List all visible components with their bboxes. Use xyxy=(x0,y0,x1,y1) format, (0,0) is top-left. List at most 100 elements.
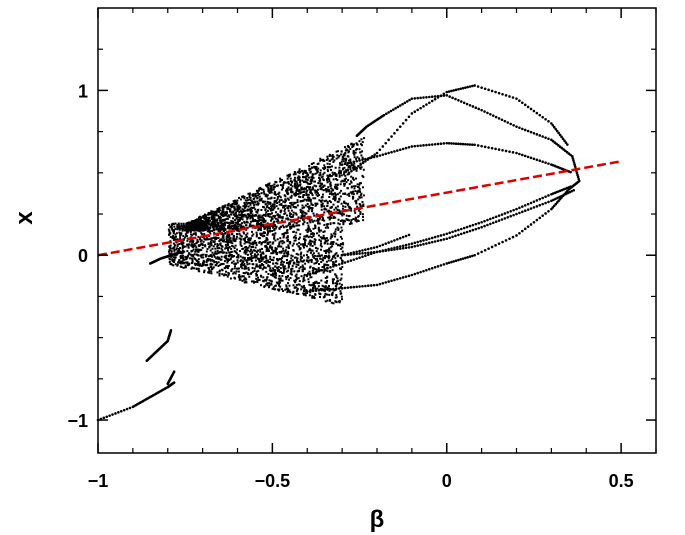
orbit-point xyxy=(361,284,364,288)
orbit-point xyxy=(465,225,469,229)
attractor-point xyxy=(265,262,268,265)
attractor-point xyxy=(195,246,198,249)
attractor-point xyxy=(359,205,362,208)
attractor-point xyxy=(283,232,286,235)
attractor-point xyxy=(340,170,343,173)
orbit-point xyxy=(387,138,390,142)
attractor-point xyxy=(196,250,199,253)
attractor-point xyxy=(286,192,289,195)
attractor-point xyxy=(325,250,328,253)
attractor-point xyxy=(181,246,184,249)
attractor-point xyxy=(300,275,303,278)
attractor-point xyxy=(187,245,190,248)
attractor-point xyxy=(323,168,326,171)
orbit-point xyxy=(358,285,361,288)
orbit-point xyxy=(504,239,508,242)
orbit-point xyxy=(179,250,183,254)
orbit-point xyxy=(172,381,176,384)
attractor-point xyxy=(195,249,198,252)
attractor-point xyxy=(232,205,235,208)
attractor-point xyxy=(265,246,268,249)
attractor-point xyxy=(185,228,188,231)
attractor-point xyxy=(230,270,233,273)
attractor-point xyxy=(330,175,333,178)
attractor-point xyxy=(246,247,249,250)
attractor-point xyxy=(258,261,261,264)
attractor-point xyxy=(307,193,310,196)
orbit-point xyxy=(476,144,480,147)
attractor-point xyxy=(292,223,295,226)
attractor-point xyxy=(336,226,339,229)
attractor-point xyxy=(259,198,262,201)
attractor-point xyxy=(169,225,172,228)
attractor-point xyxy=(343,200,346,203)
attractor-point xyxy=(288,284,291,287)
attractor-point xyxy=(278,245,281,248)
attractor-point xyxy=(261,258,264,261)
attractor-point xyxy=(324,263,327,266)
attractor-point xyxy=(331,193,334,196)
attractor-point xyxy=(272,286,275,289)
attractor-point xyxy=(339,230,342,233)
attractor-point xyxy=(303,198,306,201)
attractor-point xyxy=(211,226,214,229)
attractor-point xyxy=(318,230,321,233)
attractor-point xyxy=(258,218,261,221)
attractor-point xyxy=(326,205,329,208)
attractor-point xyxy=(298,172,301,175)
attractor-point xyxy=(245,215,248,218)
attractor-point xyxy=(274,272,277,275)
attractor-point xyxy=(235,237,238,240)
attractor-point xyxy=(232,260,235,263)
attractor-point xyxy=(326,210,329,213)
attractor-point xyxy=(289,180,292,183)
attractor-point xyxy=(332,215,335,218)
attractor-point xyxy=(206,257,209,260)
attractor-point xyxy=(310,261,313,264)
attractor-point xyxy=(311,207,314,210)
attractor-point xyxy=(263,285,266,288)
attractor-point xyxy=(295,184,298,187)
attractor-point xyxy=(199,244,202,247)
attractor-point xyxy=(334,228,337,231)
attractor-point xyxy=(273,236,276,239)
attractor-point xyxy=(309,230,312,233)
attractor-point xyxy=(175,247,178,250)
orbit-point xyxy=(526,105,530,109)
attractor-point xyxy=(221,233,224,236)
attractor-point xyxy=(265,206,268,209)
orbit-point xyxy=(407,246,411,249)
orbit-point xyxy=(354,166,358,170)
attractor-point xyxy=(289,205,292,208)
orbit-point xyxy=(535,158,539,162)
attractor-point xyxy=(340,160,343,163)
orbit-point xyxy=(413,272,417,276)
attractor-point xyxy=(339,163,342,166)
attractor-point xyxy=(317,192,320,195)
attractor-point xyxy=(334,273,337,276)
attractor-point xyxy=(352,149,355,152)
attractor-point xyxy=(353,166,356,169)
attractor-point xyxy=(343,219,346,222)
orbit-point xyxy=(518,152,521,156)
attractor-point xyxy=(328,166,331,169)
attractor-point xyxy=(259,229,262,232)
attractor-point xyxy=(336,212,339,215)
attractor-point xyxy=(170,223,173,226)
attractor-point xyxy=(297,245,300,248)
attractor-point xyxy=(242,195,245,198)
attractor-point xyxy=(202,240,205,243)
orbit-point xyxy=(375,245,379,249)
attractor-point xyxy=(299,192,302,195)
attractor-point xyxy=(221,236,224,239)
attractor-point xyxy=(265,238,268,241)
attractor-point xyxy=(247,237,250,240)
attractor-point xyxy=(302,278,305,281)
attractor-point xyxy=(345,157,348,160)
attractor-point xyxy=(334,216,337,219)
attractor-point xyxy=(205,219,208,222)
attractor-point xyxy=(206,222,209,225)
attractor-point xyxy=(316,287,319,290)
attractor-point xyxy=(210,237,213,240)
attractor-point xyxy=(180,232,183,235)
